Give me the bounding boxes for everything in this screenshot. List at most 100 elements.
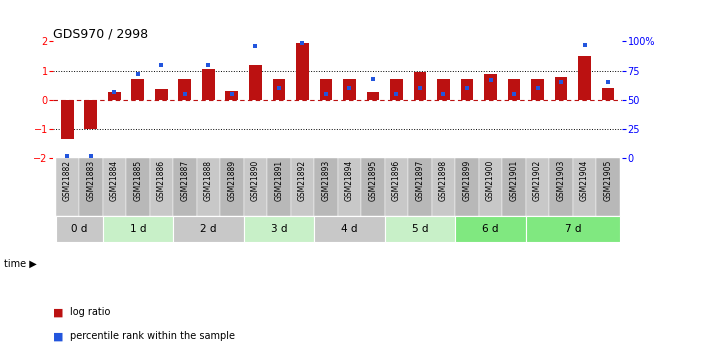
Text: GSM21897: GSM21897 xyxy=(415,160,424,201)
Text: 1 d: 1 d xyxy=(129,224,146,234)
Point xyxy=(226,91,237,97)
Bar xyxy=(484,73,497,100)
Text: GSM21905: GSM21905 xyxy=(604,160,612,201)
Point xyxy=(485,77,496,83)
Bar xyxy=(291,158,314,216)
Text: ■: ■ xyxy=(53,332,64,341)
Point xyxy=(62,153,73,159)
Text: 6 d: 6 d xyxy=(482,224,498,234)
Bar xyxy=(102,216,173,242)
Bar xyxy=(408,158,432,216)
Point xyxy=(250,43,261,49)
Point xyxy=(579,42,590,48)
Point xyxy=(296,40,308,45)
Bar xyxy=(550,158,573,216)
Text: GSM21882: GSM21882 xyxy=(63,160,72,201)
Text: GSM21890: GSM21890 xyxy=(251,160,260,201)
Bar xyxy=(314,216,385,242)
Bar xyxy=(55,158,79,216)
Point xyxy=(109,89,120,95)
Bar xyxy=(319,79,333,100)
Point xyxy=(461,86,473,91)
Point xyxy=(438,91,449,97)
Bar xyxy=(602,88,614,100)
Bar xyxy=(338,158,361,216)
Point xyxy=(508,91,520,97)
Bar xyxy=(202,69,215,100)
Bar xyxy=(126,158,150,216)
Text: GSM21898: GSM21898 xyxy=(439,160,448,201)
Bar xyxy=(296,43,309,100)
Point xyxy=(273,86,284,91)
Bar xyxy=(525,216,620,242)
Text: 5 d: 5 d xyxy=(412,224,428,234)
Text: GSM21893: GSM21893 xyxy=(321,160,331,201)
Bar xyxy=(85,100,97,129)
Text: GSM21895: GSM21895 xyxy=(368,160,378,201)
Text: GSM21885: GSM21885 xyxy=(134,160,142,201)
Text: GSM21900: GSM21900 xyxy=(486,160,495,201)
Text: GSM21891: GSM21891 xyxy=(274,160,284,201)
Bar xyxy=(102,158,126,216)
Bar xyxy=(108,92,121,100)
Point xyxy=(320,91,331,97)
Bar xyxy=(197,158,220,216)
Bar xyxy=(173,216,244,242)
Text: GSM21883: GSM21883 xyxy=(87,160,95,201)
Point xyxy=(602,80,614,85)
Bar xyxy=(479,158,502,216)
Text: GSM21886: GSM21886 xyxy=(157,160,166,201)
Bar xyxy=(455,158,479,216)
Bar xyxy=(414,72,427,100)
Bar xyxy=(79,158,102,216)
Bar xyxy=(132,79,144,100)
Bar xyxy=(55,216,102,242)
Text: 3 d: 3 d xyxy=(271,224,287,234)
Text: 7 d: 7 d xyxy=(565,224,581,234)
Text: GSM21899: GSM21899 xyxy=(462,160,471,201)
Bar xyxy=(150,158,173,216)
Text: 0 d: 0 d xyxy=(71,224,87,234)
Bar xyxy=(272,79,285,100)
Point xyxy=(85,153,97,159)
Bar xyxy=(220,158,244,216)
Bar xyxy=(437,79,450,100)
Bar xyxy=(390,79,403,100)
Text: GSM21904: GSM21904 xyxy=(580,160,589,201)
Bar xyxy=(267,158,291,216)
Text: GDS970 / 2998: GDS970 / 2998 xyxy=(53,27,149,40)
Bar xyxy=(61,100,74,139)
Bar xyxy=(525,158,550,216)
Text: log ratio: log ratio xyxy=(70,307,110,317)
Bar xyxy=(385,158,408,216)
Text: GSM21884: GSM21884 xyxy=(110,160,119,201)
Bar xyxy=(225,91,238,100)
Bar xyxy=(366,92,380,100)
Bar xyxy=(155,89,168,100)
Bar xyxy=(502,158,525,216)
Point xyxy=(532,86,543,91)
Point xyxy=(391,91,402,97)
Bar xyxy=(244,158,267,216)
Bar xyxy=(343,79,356,100)
Bar xyxy=(555,77,567,100)
Text: GSM21894: GSM21894 xyxy=(345,160,354,201)
Text: GSM21902: GSM21902 xyxy=(533,160,542,201)
Bar xyxy=(249,65,262,100)
Point xyxy=(203,62,214,68)
Bar xyxy=(573,158,597,216)
Text: GSM21903: GSM21903 xyxy=(557,160,565,201)
Text: 4 d: 4 d xyxy=(341,224,358,234)
Text: 2 d: 2 d xyxy=(201,224,217,234)
Text: GSM21892: GSM21892 xyxy=(298,160,307,201)
Bar xyxy=(314,158,338,216)
Bar xyxy=(508,79,520,100)
Text: GSM21887: GSM21887 xyxy=(181,160,189,201)
Bar xyxy=(178,79,191,100)
Text: GSM21889: GSM21889 xyxy=(228,160,237,201)
Text: GSM21901: GSM21901 xyxy=(510,160,518,201)
Bar xyxy=(173,158,197,216)
Text: GSM21888: GSM21888 xyxy=(204,160,213,201)
Bar xyxy=(385,216,455,242)
Bar xyxy=(361,158,385,216)
